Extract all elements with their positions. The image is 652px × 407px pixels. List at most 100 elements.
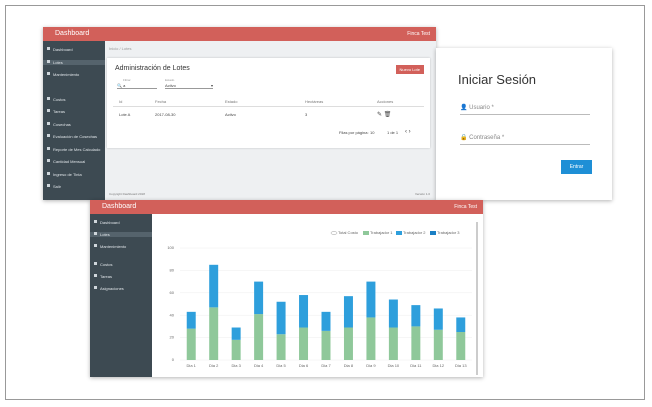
y-tick-label: 100 <box>167 245 174 250</box>
table-header: Estado <box>225 99 238 104</box>
bar <box>321 311 331 331</box>
bar <box>388 299 398 328</box>
status-select[interactable]: Activo ▾ <box>165 83 213 89</box>
app-title[interactable]: Dashboard <box>102 203 137 210</box>
search-input[interactable]: 🔍 a <box>117 83 157 89</box>
sidebar-item[interactable]: Costos <box>90 262 152 267</box>
sidebar-item[interactable]: Cantidad Mensual <box>43 159 105 164</box>
bar <box>299 327 309 360</box>
y-tick-label: 40 <box>170 312 175 317</box>
table-cell: 3 <box>305 112 308 117</box>
bar <box>209 307 219 360</box>
sidebar-item[interactable]: Mantenimiento <box>90 244 152 249</box>
sidebar-item[interactable]: Tareas <box>90 274 152 279</box>
sidebar-item[interactable]: Ingreso de Tinta <box>43 171 105 177</box>
x-tick-label: Dia 3 <box>231 363 241 368</box>
x-tick-label: Dia 12 <box>433 363 445 368</box>
frame <box>5 5 645 400</box>
sidebar: Dashboard Lotes Mantenimiento Costos Tareas C… <box>43 41 105 200</box>
x-tick-label: Dia 2 <box>209 363 219 368</box>
bar <box>411 326 421 360</box>
x-tick-label: Dia 4 <box>254 363 264 368</box>
login-card: Iniciar Sesión 👤 Usuario * 🔒 Contraseña … <box>436 48 612 200</box>
x-tick-label: Dia 6 <box>299 363 309 368</box>
table-cell: Lote A <box>119 112 131 117</box>
status-label: Estado <box>165 78 175 82</box>
footer-right: Versión 1.0 <box>414 192 430 196</box>
password-field[interactable]: 🔒 Contraseña * <box>460 134 590 145</box>
sidebar-item[interactable]: Cosechas <box>43 121 105 127</box>
password-label: Contraseña * <box>469 135 505 141</box>
sidebar: Dashboard Lotes Mantenimiento Costos Tareas A… <box>90 214 152 377</box>
username-field[interactable]: 👤 Usuario * <box>460 104 590 115</box>
sidebar-item[interactable]: Lotes <box>90 232 152 237</box>
sidebar-item[interactable]: Costos <box>43 96 105 102</box>
row-actions[interactable]: ✎ 🗑 <box>377 112 392 118</box>
x-tick-label: Dia 7 <box>321 363 331 368</box>
legend-label[interactable]: Total Costo <box>338 230 359 235</box>
chart: 0 20 40 60 80 100 Total Costo Trabajador 1 Traba… <box>155 222 480 375</box>
login-button[interactable]: Entrar <box>561 160 592 174</box>
search-value: a <box>123 83 126 88</box>
legend-line-icon <box>330 231 338 235</box>
search-label: Filtrar <box>123 78 131 82</box>
pager-arrows[interactable]: ‹ › <box>405 129 411 135</box>
rows-label: Filas por página: <box>339 130 369 135</box>
chart-area <box>155 222 480 375</box>
sidebar-item[interactable]: Asignaciones <box>90 286 152 291</box>
user-name[interactable]: Finca Test <box>454 204 477 210</box>
rows-value[interactable]: 10 <box>370 130 375 135</box>
sidebar-item[interactable]: Dashboard <box>43 47 105 52</box>
status-value: Activo <box>165 83 176 88</box>
bar <box>433 308 443 330</box>
header-rule <box>113 106 424 107</box>
sidebar-item[interactable]: Dashboard <box>90 220 152 225</box>
new-button[interactable]: Nuevo Lote <box>395 65 424 74</box>
bar <box>231 327 241 340</box>
bar <box>254 314 264 360</box>
bar <box>343 327 353 360</box>
table-header: Id <box>119 99 123 104</box>
table-cell: Activo <box>225 112 236 117</box>
bar <box>299 295 309 328</box>
legend-swatch <box>363 231 369 235</box>
sidebar-item[interactable]: Reporte de Mes Calculado <box>43 146 105 152</box>
bar <box>231 339 241 360</box>
legend-label[interactable]: Trabajador 2 <box>403 230 426 235</box>
bar <box>209 264 219 308</box>
y-tick-label: 20 <box>170 335 175 340</box>
x-tick-label: Dia 9 <box>366 363 376 368</box>
y-tick-label: 60 <box>170 290 175 295</box>
sidebar-item[interactable]: Tareas <box>43 109 105 114</box>
legend-label[interactable]: Trabajador 1 <box>370 230 393 235</box>
bar <box>254 281 264 315</box>
table-cell: 2017-08-30 <box>155 112 176 117</box>
sidebar-item[interactable]: Salir <box>43 184 105 189</box>
y-tick-label: 80 <box>170 267 175 272</box>
dashboard-window: Dashboard Finca Test Dashboard Lotes Mante… <box>43 27 436 200</box>
sidebar-item[interactable]: Evaluación de Cosechas <box>43 134 105 139</box>
sidebar-item[interactable]: Mantenimiento <box>43 72 105 77</box>
bar <box>366 317 376 360</box>
table-header: Hectáreas <box>305 99 324 104</box>
x-tick-label: Dia 11 <box>410 363 422 368</box>
bar <box>456 317 466 332</box>
bar <box>276 301 286 335</box>
bar <box>186 328 196 360</box>
x-tick-label: Dia 10 <box>388 363 400 368</box>
app-title[interactable]: Dashboard <box>55 30 90 37</box>
bar <box>388 327 398 360</box>
bar <box>456 332 466 360</box>
legend-swatch <box>430 231 436 235</box>
table-header: Acciones <box>377 99 394 104</box>
sidebar-item[interactable]: Lotes <box>43 59 105 65</box>
login-title: Iniciar Sesión <box>458 72 537 87</box>
legend-label[interactable]: Trabajador 3 <box>437 230 460 235</box>
x-tick-label: Dia 13 <box>455 363 467 368</box>
user-name[interactable]: Finca Test <box>407 31 430 37</box>
x-tick-label: Dia 5 <box>276 363 286 368</box>
bar <box>433 329 443 360</box>
y-tick-label: 0 <box>172 357 175 362</box>
bar <box>411 305 421 327</box>
